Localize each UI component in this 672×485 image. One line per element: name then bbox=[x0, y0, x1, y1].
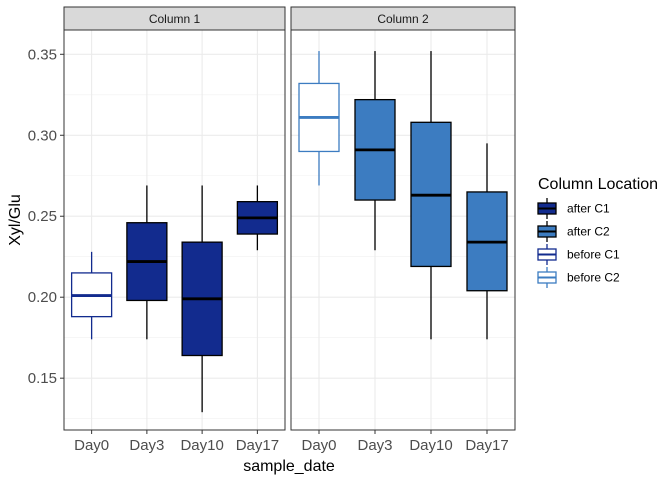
legend-label: before C2 bbox=[567, 271, 620, 285]
legend-label: after C2 bbox=[567, 225, 610, 239]
box-day3 bbox=[126, 185, 168, 340]
facet-strip-label: Column 2 bbox=[377, 12, 429, 26]
y-tick-label: 0.35 bbox=[28, 46, 57, 63]
panel-border bbox=[63, 29, 286, 431]
x-tick-label: Day10 bbox=[409, 437, 452, 454]
x-axis-title: sample_date bbox=[243, 458, 335, 475]
facet-panel: Column 1 Day0 Day3 Day10 Day17 bbox=[63, 6, 286, 454]
panel-border bbox=[290, 29, 516, 431]
y-tick-label: 0.15 bbox=[28, 370, 57, 387]
box-day10 bbox=[410, 51, 452, 340]
y-tick-label: 0.30 bbox=[28, 127, 57, 144]
x-tick-label: Day17 bbox=[236, 437, 279, 454]
box-day10 bbox=[181, 185, 223, 413]
box-day17 bbox=[236, 185, 279, 251]
y-tick-label: 0.25 bbox=[28, 208, 57, 225]
box-day3 bbox=[354, 51, 396, 251]
legend-title: Column Location bbox=[538, 176, 658, 193]
y-axis-title: Xyl/Glu bbox=[7, 194, 24, 246]
x-tick-label: Day0 bbox=[301, 437, 336, 454]
facet-strip-label: Column 1 bbox=[149, 12, 201, 26]
legend-item: before C1 bbox=[537, 244, 620, 265]
x-tick-label: Day3 bbox=[129, 437, 164, 454]
facet-panels: Column 1 Day0 Day3 Day10 Day17 Column 2 Day0 Da… bbox=[63, 6, 516, 454]
x-tick-label: Day10 bbox=[180, 437, 223, 454]
x-tick-label: Day0 bbox=[74, 437, 109, 454]
x-tick-label: Day3 bbox=[357, 437, 392, 454]
legend-item: before C2 bbox=[537, 267, 620, 288]
box-day17 bbox=[466, 143, 508, 340]
legend-item: after C1 bbox=[537, 198, 610, 219]
legend-label: after C1 bbox=[567, 202, 610, 216]
box-day0 bbox=[298, 51, 340, 186]
legend: Column Location after C1 after C2 before C… bbox=[537, 176, 658, 288]
box-day0 bbox=[70, 251, 113, 340]
legend-item: after C2 bbox=[537, 221, 610, 242]
y-tick-label: 0.20 bbox=[28, 289, 57, 306]
facet-panel: Column 2 Day0 Day3 Day10 Day17 bbox=[290, 6, 516, 454]
legend-label: before C1 bbox=[567, 248, 620, 262]
x-tick-label: Day17 bbox=[465, 437, 508, 454]
y-axis: 0.15 0.20 0.25 0.30 0.35 bbox=[28, 46, 64, 387]
